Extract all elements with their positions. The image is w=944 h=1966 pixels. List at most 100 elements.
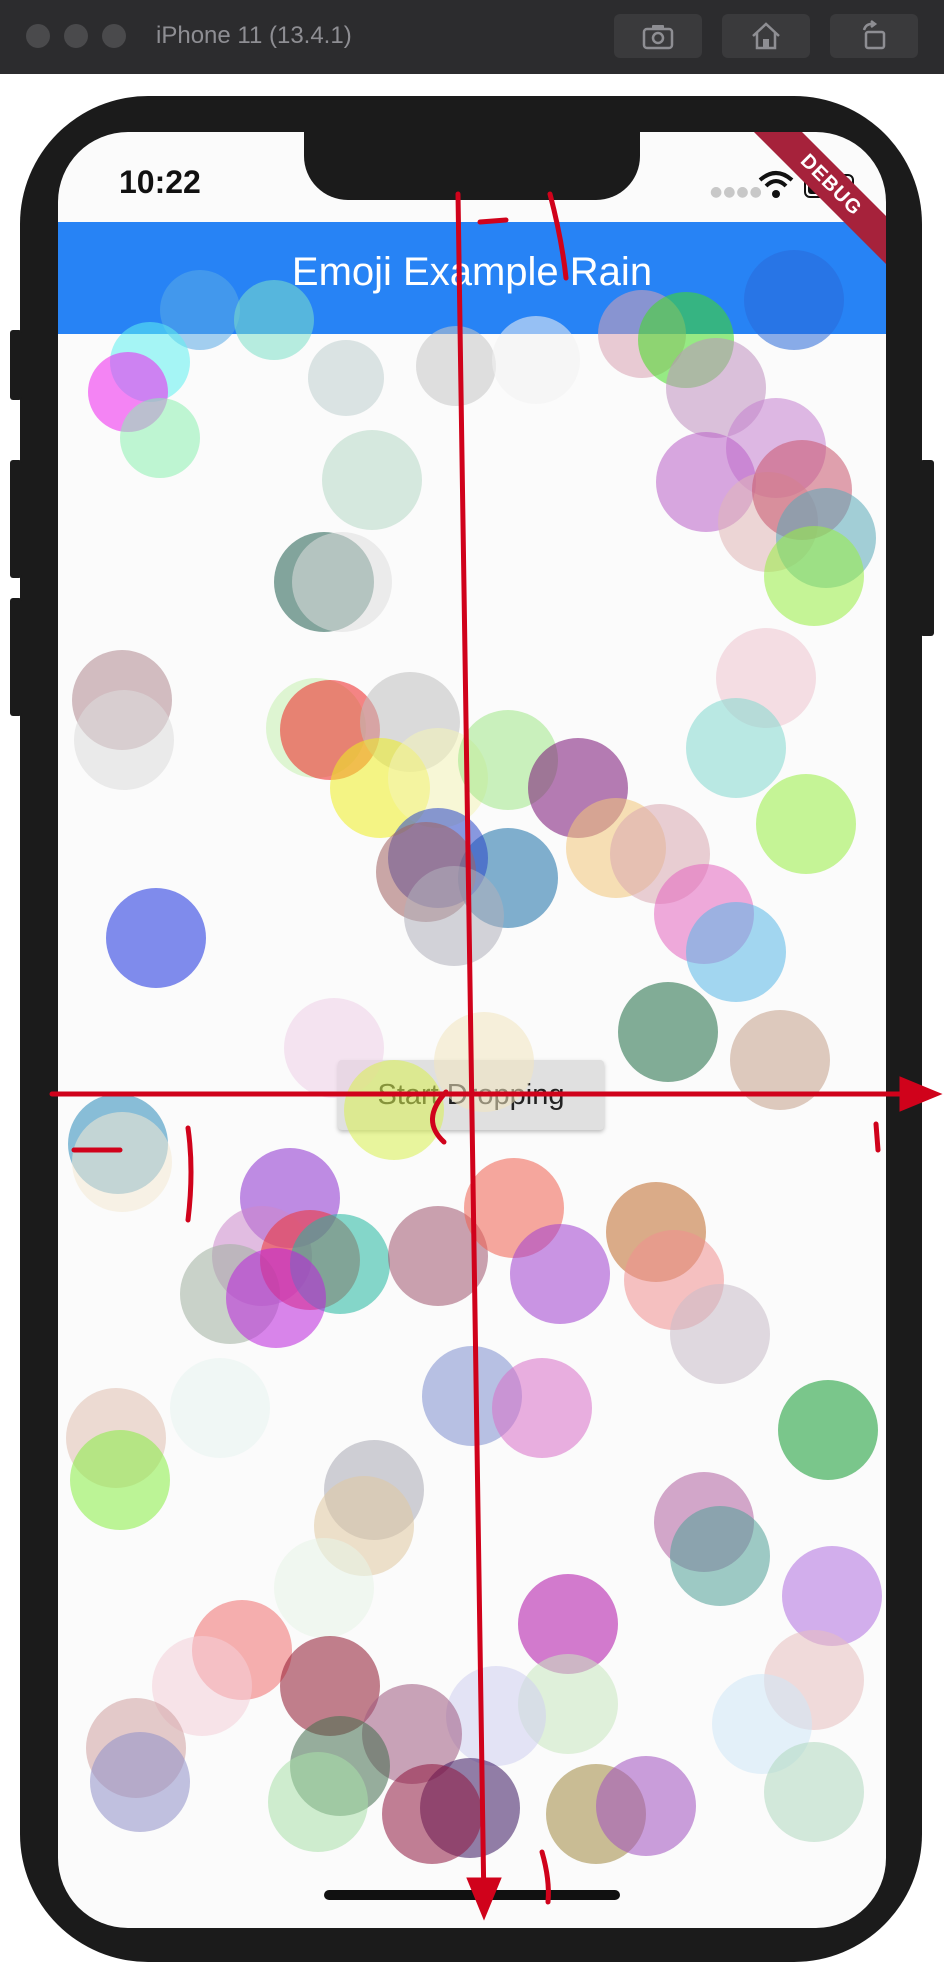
- falling-circle: [292, 532, 392, 632]
- notch: [304, 132, 640, 200]
- falling-circle: [268, 1752, 368, 1852]
- falling-circle: [420, 1758, 520, 1858]
- falling-circle: [106, 888, 206, 988]
- mute-switch: [10, 330, 22, 400]
- falling-circle: [362, 1684, 462, 1784]
- falling-circle: [654, 1472, 754, 1572]
- falling-circle: [74, 690, 174, 790]
- falling-circle: [670, 1284, 770, 1384]
- close-window-button[interactable]: [26, 24, 50, 48]
- falling-circle: [260, 1210, 360, 1310]
- cellular-signal-icon: ●●●●: [710, 184, 763, 200]
- falling-circle: [360, 672, 460, 772]
- falling-circle: [686, 698, 786, 798]
- falling-circle: [778, 1380, 878, 1480]
- status-time: 10:22: [119, 164, 201, 200]
- falling-circle: [212, 1206, 312, 1306]
- falling-circle: [528, 738, 628, 838]
- screenshot-button[interactable]: [614, 14, 702, 58]
- falling-circle: [764, 1630, 864, 1730]
- falling-circle: [492, 1358, 592, 1458]
- home-indicator[interactable]: [324, 1890, 620, 1900]
- falling-circle: [240, 1148, 340, 1248]
- phone-screen: 10:22 ●●●● Emoji Example Rain Start Drop…: [58, 132, 886, 1928]
- start-dropping-button[interactable]: Start Dropping: [338, 1060, 604, 1130]
- falling-circle: [280, 1636, 380, 1736]
- falling-circle: [566, 798, 666, 898]
- falling-circle: [330, 738, 430, 838]
- falling-circle: [782, 1546, 882, 1646]
- falling-circle: [388, 1206, 488, 1306]
- falling-circle: [180, 1244, 280, 1344]
- falling-circle: [416, 326, 496, 406]
- falling-circle: [686, 902, 786, 1002]
- wifi-icon: [758, 171, 794, 198]
- falling-circle: [422, 1346, 522, 1446]
- falling-circle: [518, 1574, 618, 1674]
- falling-circle: [72, 1112, 172, 1212]
- falling-circle: [376, 822, 476, 922]
- falling-circle: [610, 804, 710, 904]
- falling-circle: [712, 1674, 812, 1774]
- home-icon: [752, 22, 780, 50]
- falling-circle: [322, 430, 422, 530]
- falling-circle: [776, 488, 876, 588]
- falling-circle: [280, 680, 380, 780]
- falling-circle: [518, 1654, 618, 1754]
- zoom-window-button[interactable]: [102, 24, 126, 48]
- falling-circle: [510, 1224, 610, 1324]
- falling-circle: [388, 728, 488, 828]
- falling-circle: [546, 1764, 646, 1864]
- falling-circle: [666, 338, 766, 438]
- falling-circle: [86, 1698, 186, 1798]
- falling-circle: [90, 1732, 190, 1832]
- falling-circle: [726, 398, 826, 498]
- rotate-button[interactable]: [830, 14, 918, 58]
- falling-circle: [382, 1764, 482, 1864]
- falling-circle: [458, 710, 558, 810]
- home-button[interactable]: [722, 14, 810, 58]
- falling-circle: [314, 1476, 414, 1576]
- falling-circle: [226, 1248, 326, 1348]
- falling-circle: [324, 1440, 424, 1540]
- falling-circle: [756, 774, 856, 874]
- falling-circle: [654, 864, 754, 964]
- falling-circle: [670, 1506, 770, 1606]
- falling-circle: [606, 1182, 706, 1282]
- falling-circle: [170, 1358, 270, 1458]
- falling-circle: [752, 440, 852, 540]
- falling-circle: [308, 340, 384, 416]
- falling-circle: [764, 1742, 864, 1842]
- falling-circle: [152, 1636, 252, 1736]
- falling-circle: [404, 866, 504, 966]
- app-bar-title: Emoji Example Rain: [291, 250, 653, 294]
- falling-circle: [266, 678, 366, 778]
- falling-circle: [618, 982, 718, 1082]
- falling-circle: [458, 828, 558, 928]
- volume-up-button: [10, 460, 22, 578]
- falling-circle: [464, 1158, 564, 1258]
- falling-circle: [66, 1388, 166, 1488]
- falling-circle: [718, 472, 818, 572]
- falling-circle: [624, 1230, 724, 1330]
- falling-circle: [192, 1600, 292, 1700]
- falling-circle: [596, 1756, 696, 1856]
- camera-icon: [642, 25, 674, 50]
- power-button: [920, 460, 934, 636]
- falling-circle: [72, 650, 172, 750]
- falling-circle: [274, 1538, 374, 1638]
- falling-circle: [656, 432, 756, 532]
- falling-circle: [120, 398, 200, 478]
- simulator-titlebar: iPhone 11 (13.4.1): [0, 0, 944, 74]
- falling-circle: [290, 1214, 390, 1314]
- falling-circle: [764, 526, 864, 626]
- falling-circle: [88, 352, 168, 432]
- simulator-title: iPhone 11 (13.4.1): [156, 22, 352, 49]
- app-bar: Emoji Example Rain: [58, 222, 886, 334]
- minimize-window-button[interactable]: [64, 24, 88, 48]
- falling-circle: [110, 322, 190, 402]
- falling-circle: [70, 1430, 170, 1530]
- volume-down-button: [10, 598, 22, 716]
- falling-circle: [716, 628, 816, 728]
- falling-circle: [730, 1010, 830, 1110]
